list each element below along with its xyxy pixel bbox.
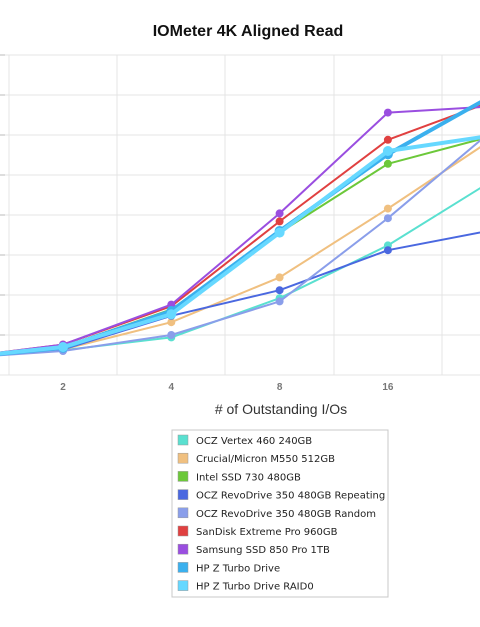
data-point bbox=[275, 209, 284, 218]
legend-swatch bbox=[177, 543, 189, 555]
x-tick-label: 8 bbox=[277, 382, 283, 393]
data-point bbox=[383, 159, 392, 168]
data-point bbox=[383, 214, 392, 223]
legend-swatch bbox=[177, 525, 189, 537]
x-tick-label: 16 bbox=[382, 382, 394, 393]
legend-swatch bbox=[177, 434, 189, 446]
series-layer bbox=[0, 100, 480, 357]
x-tick-label: 2 bbox=[60, 382, 66, 393]
legend: OCZ Vertex 460 240GB Crucial/Micron M550 … bbox=[171, 429, 389, 598]
data-point bbox=[275, 286, 284, 295]
legend-swatch bbox=[177, 452, 189, 464]
series-line bbox=[0, 135, 480, 356]
x-tick-labels: 2 4 8 16 bbox=[60, 382, 394, 393]
data-point bbox=[383, 108, 392, 117]
data-point bbox=[166, 309, 177, 320]
chart-title: IOMeter 4K Aligned Read bbox=[153, 23, 344, 40]
legend-label: Intel SSD 730 480GB bbox=[196, 472, 301, 483]
legend-label: HP Z Turbo Drive bbox=[196, 563, 280, 574]
legend-label: SanDisk Extreme Pro 960GB bbox=[196, 527, 338, 538]
data-point bbox=[274, 227, 285, 238]
legend-swatch bbox=[177, 562, 189, 573]
legend-label: OCZ RevoDrive 350 480GB Random bbox=[196, 509, 376, 520]
legend-label: Crucial/Micron M550 512GB bbox=[196, 454, 335, 465]
legend-label: OCZ RevoDrive 350 480GB Repeating bbox=[196, 491, 385, 502]
data-point bbox=[275, 297, 284, 306]
legend-swatch bbox=[177, 580, 189, 591]
data-point bbox=[275, 273, 284, 282]
data-point bbox=[383, 204, 392, 213]
legend-swatch bbox=[177, 489, 189, 500]
legend-label: OCZ Vertex 460 240GB bbox=[196, 436, 312, 447]
legend-label: HP Z Turbo Drive RAID0 bbox=[196, 582, 314, 593]
series-line bbox=[0, 139, 480, 357]
data-point bbox=[383, 135, 392, 144]
legend-box bbox=[171, 429, 389, 598]
data-point bbox=[382, 146, 393, 156]
legend-swatch bbox=[177, 507, 189, 519]
x-tick-label: 4 bbox=[169, 382, 175, 393]
x-axis-label: # of Outstanding I/Os bbox=[215, 401, 347, 417]
data-point bbox=[275, 217, 284, 226]
data-point bbox=[58, 342, 68, 352]
legend-label: Samsung SSD 850 Pro 1TB bbox=[196, 545, 330, 556]
data-point bbox=[383, 246, 392, 255]
series-4 bbox=[0, 139, 480, 357]
data-point bbox=[167, 318, 176, 327]
grid bbox=[0, 54, 480, 376]
legend-swatch bbox=[177, 471, 189, 482]
series-8 bbox=[0, 135, 480, 356]
data-point bbox=[167, 331, 176, 339]
